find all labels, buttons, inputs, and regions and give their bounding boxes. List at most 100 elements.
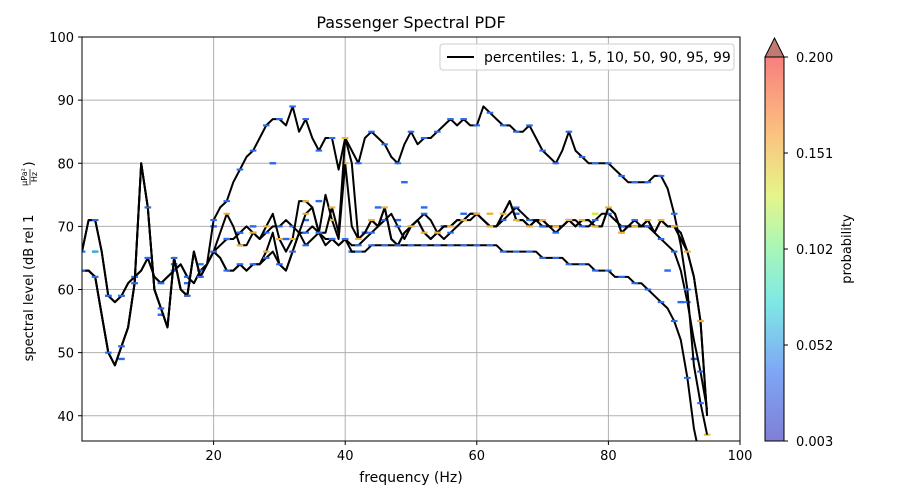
percentile-marker <box>631 282 639 285</box>
percentile-marker <box>355 244 362 247</box>
legend-box <box>439 43 735 71</box>
x-tick-label: 20 <box>205 449 222 464</box>
grid-lines <box>82 37 740 441</box>
percentile-marker <box>276 263 283 266</box>
percentile-marker <box>276 238 283 240</box>
percentile-line-1 <box>82 206 709 410</box>
percentile-marker <box>197 275 204 278</box>
percentile-marker <box>262 256 270 259</box>
percentile-marker <box>578 219 586 222</box>
percentile-marker <box>684 376 691 379</box>
percentile-marker <box>183 275 191 278</box>
percentile-marker <box>670 320 678 323</box>
percentile-marker <box>262 250 270 253</box>
percentile-marker <box>605 269 612 272</box>
percentile-marker <box>591 162 599 165</box>
percentile-marker <box>644 219 652 222</box>
percentile-marker <box>105 294 112 297</box>
percentile-marker <box>91 219 99 222</box>
probability-cell <box>249 225 257 228</box>
percentile-marker <box>341 238 349 240</box>
percentile-marker <box>499 219 507 222</box>
percentile-marker <box>368 130 375 133</box>
percentile-marker <box>144 256 152 259</box>
percentile-marker <box>197 269 204 272</box>
percentile-marker <box>394 244 402 247</box>
percentile-marker <box>341 137 349 139</box>
percentile-marker <box>512 250 520 253</box>
percentile-marker <box>302 212 310 215</box>
percentile-marker <box>447 244 454 247</box>
x-tick-label: 80 <box>600 449 617 464</box>
percentile-marker <box>407 244 415 247</box>
colorbar: 0.003 0.052 0.102 0.151 0.200 probability <box>764 36 855 450</box>
percentile-marker <box>526 225 533 228</box>
probability-cell <box>302 218 310 222</box>
percentile-marker <box>670 250 678 253</box>
probability-cell <box>183 281 191 285</box>
percentile-marker <box>486 244 494 247</box>
y-axis-label: spectral level (dB rel 1 µPa² Hz ) <box>20 161 39 361</box>
percentile-marker <box>82 269 86 272</box>
probability-cell <box>394 218 402 222</box>
percentile-marker <box>684 250 691 253</box>
probability-cell <box>282 237 290 241</box>
percentile-marker <box>618 231 625 234</box>
percentile-marker <box>578 155 586 158</box>
probability-cell <box>591 212 599 215</box>
percentile-marker <box>315 149 323 152</box>
percentile-marker <box>486 111 494 114</box>
percentile-marker <box>605 212 612 215</box>
percentile-marker <box>210 219 217 222</box>
probability-cells <box>91 162 711 436</box>
colorbar-tick-label: 0.102 <box>796 243 833 258</box>
y-axis-label-fraction-numerator: µPa² <box>20 168 29 186</box>
percentile-marker <box>355 238 362 240</box>
percentile-marker <box>223 238 231 240</box>
percentile-marker <box>578 225 586 228</box>
percentile-marker <box>236 263 244 266</box>
percentile-marker <box>591 225 599 228</box>
y-axis-label-fraction-denominator: Hz <box>30 172 39 182</box>
percentile-marker <box>236 244 244 247</box>
percentile-marker <box>131 282 138 285</box>
y-tick-label: 50 <box>57 347 74 362</box>
percentile-marker <box>249 149 257 152</box>
percentile-marker <box>499 250 507 253</box>
percentile-marker <box>368 244 375 247</box>
y-tick-label: 100 <box>49 31 74 46</box>
percentile-marker <box>302 244 310 247</box>
percentile-marker <box>328 219 336 222</box>
colorbar-extend-arrow <box>764 36 785 58</box>
percentile-marker <box>552 256 560 259</box>
y-tick-label: 70 <box>57 220 74 235</box>
probability-cell <box>512 212 520 215</box>
percentile-marker <box>512 219 520 222</box>
percentile-marker <box>618 174 625 177</box>
y-axis-label-close: ) <box>22 161 37 166</box>
percentile-marker <box>368 231 375 234</box>
percentile-marker <box>578 263 586 266</box>
percentile-marker <box>631 225 639 228</box>
percentile-marker <box>157 282 165 285</box>
percentile-marker <box>605 162 612 165</box>
percentile-marker <box>657 301 665 304</box>
percentile-marker <box>644 225 652 228</box>
percentile-marker <box>302 118 310 121</box>
percentile-marker <box>276 225 283 228</box>
percentile-marker <box>618 275 625 278</box>
percentile-marker <box>670 212 678 215</box>
percentile-marker <box>565 130 573 133</box>
percentile-marker <box>262 225 270 228</box>
percentile-marker <box>249 231 257 234</box>
percentile-marker <box>460 118 467 121</box>
percentile-marker <box>302 231 310 234</box>
legend-label: percentiles: 1, 5, 10, 50, 90, 95, 99 <box>484 50 731 66</box>
percentile-marker <box>657 238 665 240</box>
percentile-marker <box>447 231 454 234</box>
percentile-marker <box>684 288 691 291</box>
percentile-marker <box>157 307 165 310</box>
probability-cell <box>664 269 671 272</box>
percentile-marker <box>420 137 428 139</box>
